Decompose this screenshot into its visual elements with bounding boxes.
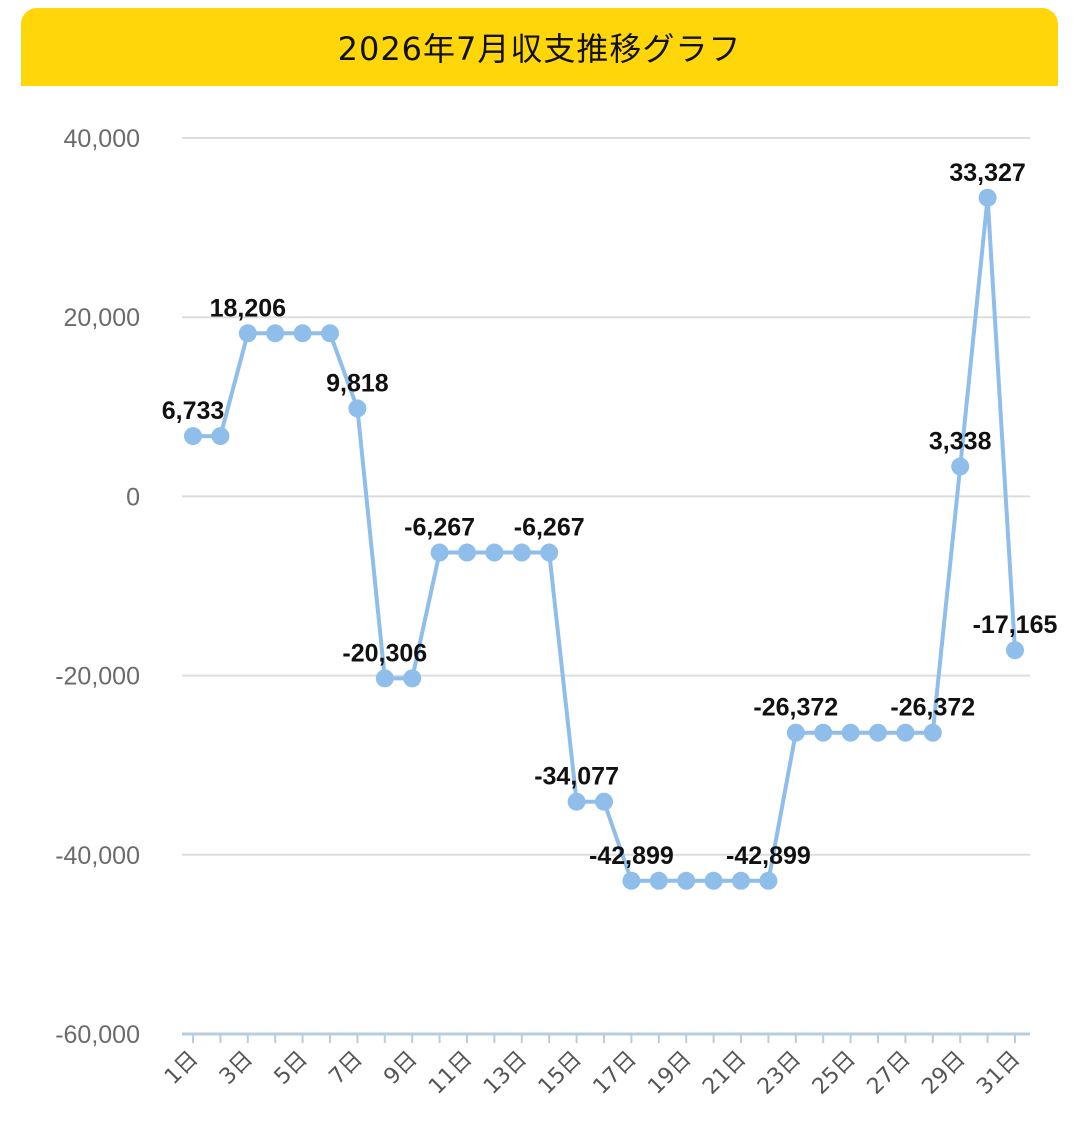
y-tick-label: 40,000	[64, 125, 140, 153]
data-label: 9,818	[326, 369, 389, 397]
x-tick-label: 15日	[534, 1047, 587, 1100]
data-label: 18,206	[210, 294, 286, 322]
data-label: -42,899	[726, 842, 811, 870]
y-tick-label: 0	[126, 483, 140, 511]
data-point	[677, 871, 696, 890]
data-label: 6,733	[162, 397, 225, 425]
data-point	[759, 871, 778, 890]
y-tick-label: 20,000	[64, 304, 140, 332]
data-label: -6,267	[404, 514, 475, 542]
data-point	[211, 427, 230, 446]
data-point	[238, 324, 257, 343]
data-label: 33,327	[949, 159, 1025, 187]
x-tick-label: 27日	[863, 1047, 916, 1100]
data-point	[512, 543, 531, 562]
data-point	[375, 669, 394, 688]
data-point	[649, 871, 668, 890]
x-tick-label: 19日	[643, 1047, 696, 1100]
x-tick-label: 11日	[424, 1047, 477, 1100]
x-tick-label: 23日	[753, 1047, 806, 1100]
x-tick-label: 13日	[479, 1047, 532, 1100]
data-point	[348, 399, 367, 418]
data-point	[266, 324, 285, 343]
data-label: -26,372	[890, 694, 975, 722]
data-point	[704, 871, 723, 890]
chart-title: 2026年7月収支推移グラフ	[337, 30, 742, 68]
x-tick-label: 7日	[325, 1047, 368, 1090]
x-tick-label: 3日	[215, 1047, 258, 1090]
data-point	[896, 723, 915, 742]
data-label: -17,165	[973, 611, 1058, 639]
data-point	[485, 543, 504, 562]
data-point	[403, 669, 422, 688]
data-point	[814, 723, 833, 742]
data-label: -6,267	[514, 514, 585, 542]
data-label: -20,306	[342, 639, 427, 667]
data-point	[841, 723, 860, 742]
data-point	[869, 723, 887, 742]
x-tick-label: 1日	[160, 1047, 203, 1090]
data-point	[786, 723, 805, 742]
data-point	[622, 871, 641, 890]
data-label: 3,338	[929, 427, 992, 455]
data-point	[978, 188, 997, 207]
data-point	[595, 792, 613, 811]
data-label: -34,077	[534, 763, 619, 791]
data-point	[184, 427, 202, 446]
data-point	[540, 543, 559, 562]
x-tick-label: 29日	[917, 1047, 970, 1100]
x-tick-label: 17日	[589, 1047, 642, 1100]
x-tick-label: 25日	[808, 1047, 861, 1100]
x-tick-label: 5日	[270, 1047, 313, 1090]
data-point	[567, 792, 586, 811]
y-tick-label: -20,000	[55, 663, 140, 691]
data-point	[458, 543, 476, 562]
x-tick-label: 31日	[972, 1047, 1025, 1100]
chart-title-bar: 2026年7月収支推移グラフ	[21, 8, 1058, 86]
y-tick-label: -60,000	[55, 1021, 140, 1049]
x-tick-label: 9日	[379, 1047, 422, 1090]
data-point	[732, 871, 750, 890]
data-point	[923, 723, 942, 742]
data-label: -42,899	[589, 842, 674, 870]
y-tick-label: -40,000	[55, 842, 140, 870]
data-label: -26,372	[753, 694, 838, 722]
data-point	[951, 457, 970, 476]
data-point	[321, 324, 339, 343]
x-tick-label: 21日	[698, 1047, 751, 1100]
data-point	[1006, 641, 1024, 660]
data-point	[430, 543, 449, 562]
data-point	[293, 324, 312, 343]
